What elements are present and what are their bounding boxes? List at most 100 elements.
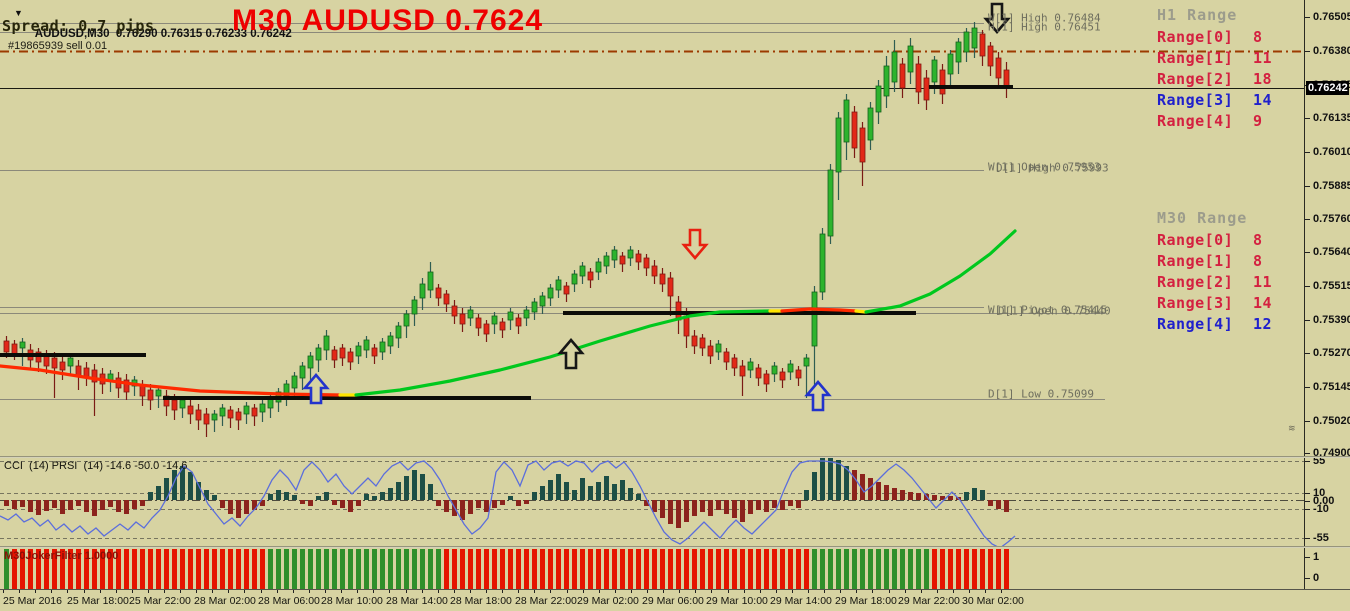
cci-histogram-bar	[516, 500, 521, 506]
candle-body	[915, 63, 922, 93]
time-axis-label: 29 Mar 18:00	[835, 595, 897, 607]
cci-histogram-bar	[868, 478, 873, 500]
h1-range-row: Range[1] 11	[1157, 49, 1307, 70]
candle-body	[475, 317, 482, 329]
filter-bar	[316, 549, 321, 589]
candle-body	[587, 271, 594, 281]
symbol-ohlc-readout[interactable]: ▼ AUDUSD,M30 0.76290 0.76315 0.76233 0.7…	[6, 4, 292, 52]
filter-bar	[660, 549, 665, 589]
cci-histogram-bar	[52, 500, 57, 508]
cci-axis-label: 55	[1313, 455, 1326, 467]
candle-body	[427, 271, 434, 291]
price-axis-label: 0.75885	[1313, 180, 1350, 192]
cci-histogram-bar	[124, 500, 129, 514]
cci-histogram-bar	[428, 484, 433, 500]
filter-bar	[396, 549, 401, 589]
axis-tick	[1305, 578, 1310, 579]
candle-body	[243, 405, 250, 415]
chevron-down-icon[interactable]: ▼	[14, 8, 23, 18]
filter-bar	[324, 549, 329, 589]
candle-body	[851, 111, 858, 149]
cci-histogram-bar	[724, 500, 729, 514]
filter-bar	[828, 549, 833, 589]
filter-subwindow[interactable]	[0, 549, 1304, 589]
cci-histogram-bar	[436, 500, 441, 506]
time-axis-tick	[261, 590, 262, 593]
axis-tick	[1305, 387, 1310, 388]
candle-body	[667, 277, 674, 297]
cci-histogram-bar	[284, 492, 289, 500]
candle-body	[835, 117, 842, 173]
candle-body	[923, 77, 930, 101]
filter-bar	[748, 549, 753, 589]
time-axis-tick	[824, 590, 825, 593]
cci-indicator-label: CCI (14) PRSI (14) -14.6 -50.0 -14.6	[4, 460, 188, 472]
candle-body	[611, 249, 618, 261]
candle-body	[883, 65, 890, 97]
filter-bar	[468, 549, 473, 589]
time-axis-tick	[341, 590, 342, 593]
cci-histogram-bar	[812, 472, 817, 500]
cci-histogram-bar	[292, 495, 297, 500]
moving-average-line	[864, 229, 1017, 314]
cci-histogram-bar	[172, 470, 177, 500]
price-axis-border	[1304, 0, 1305, 590]
filter-bar	[988, 549, 993, 589]
cci-histogram-bar	[900, 490, 905, 500]
cci-histogram-bar	[60, 500, 65, 514]
open-order-label: #19865939 sell 0.01	[8, 40, 108, 52]
candle-body	[635, 253, 642, 263]
price-axis[interactable]: 0.765050.763800.762550.761350.760100.758…	[1305, 0, 1350, 590]
main-chart-window[interactable]	[0, 0, 1304, 456]
filter-bar	[764, 549, 769, 589]
candle-body	[491, 315, 498, 325]
cci-histogram-bar	[492, 500, 497, 508]
window-separator[interactable]	[0, 546, 1350, 548]
time-axis-tick	[389, 590, 390, 593]
candle-body	[971, 27, 978, 49]
cci-histogram-bar	[44, 500, 49, 511]
time-axis-tick	[567, 590, 568, 593]
filter-bar	[900, 549, 905, 589]
m30-range-row: Range[1] 8	[1157, 252, 1307, 273]
cci-histogram-bar	[652, 500, 657, 512]
time-axis-label: 28 Mar 22:00	[515, 595, 577, 607]
time-axis-tick	[792, 590, 793, 593]
filter-bar	[212, 549, 217, 589]
cci-histogram-bar	[316, 496, 321, 500]
cci-histogram-bar	[340, 500, 345, 508]
cci-histogram-bar	[116, 500, 121, 512]
time-axis[interactable]: 25 Mar 2016 25 Mar 18:00 25 Mar 22:00 28 Ma…	[0, 590, 1350, 611]
candle-body	[875, 85, 882, 113]
filter-bar	[124, 549, 129, 589]
h1-range-row: Range[3] 14	[1157, 91, 1307, 112]
filter-bar	[244, 549, 249, 589]
filter-bar	[476, 549, 481, 589]
price-axis-label: 0.75145	[1313, 381, 1350, 393]
range-row-label: Range[3]	[1157, 294, 1234, 312]
candle-body	[355, 345, 362, 357]
filter-bar	[524, 549, 529, 589]
candle-body	[731, 357, 738, 369]
cci-histogram-bar	[556, 474, 561, 500]
cci-histogram-bar	[892, 488, 897, 500]
time-axis-tick	[309, 590, 310, 593]
axis-tick	[1305, 493, 1310, 494]
candle-body	[419, 283, 426, 299]
cci-histogram-bar	[988, 500, 993, 506]
cci-histogram-bar	[364, 494, 369, 500]
cci-histogram-bar	[4, 500, 9, 506]
filter-bar	[932, 549, 937, 589]
cci-histogram-bar	[196, 482, 201, 500]
filter-bar	[140, 549, 145, 589]
cci-subwindow[interactable]	[0, 458, 1304, 546]
range-row-label: Range[0]	[1157, 28, 1234, 46]
time-axis-tick	[244, 590, 245, 593]
window-separator[interactable]	[0, 456, 1350, 458]
cci-histogram-bar	[804, 490, 809, 500]
cci-histogram-bar	[460, 500, 465, 520]
filter-bar	[868, 549, 873, 589]
candle-body	[843, 99, 850, 143]
filter-bar	[716, 549, 721, 589]
cci-histogram-bar	[932, 495, 937, 500]
